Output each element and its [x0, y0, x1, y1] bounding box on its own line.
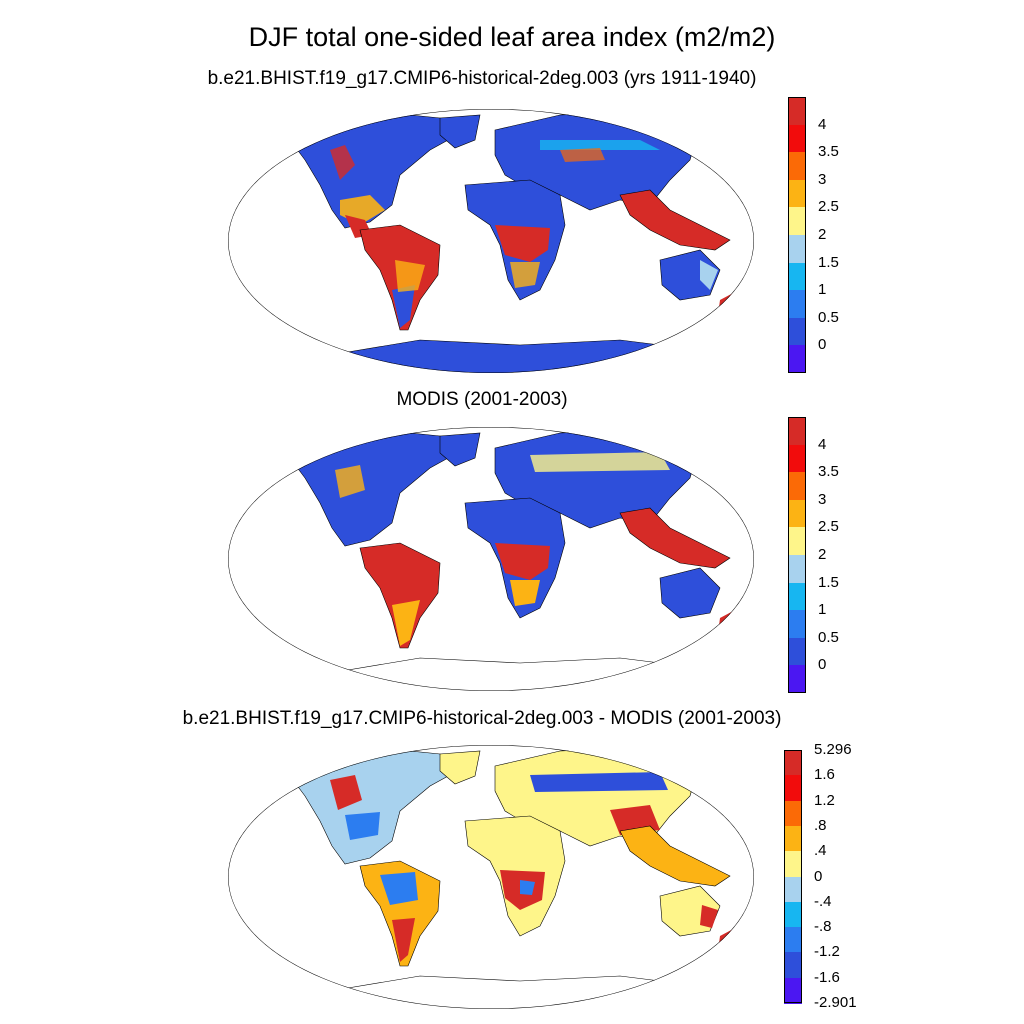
colorbar-swatch [788, 317, 806, 346]
colorbar-swatch [788, 345, 806, 374]
colorbar-tick-label: 1 [818, 601, 827, 619]
colorbar-swatch [788, 582, 806, 611]
colorbar-tick-label: 2 [818, 546, 827, 563]
colorbar-swatch [784, 952, 802, 979]
panel-2-title: MODIS (2001-2003) [396, 389, 568, 410]
colorbar-tick-label: 1.2 [814, 791, 835, 809]
colorbar-model: 4 3.5 3 2.5 2 1.5 1 0.5 0 [788, 97, 848, 374]
colorbar-tick-label: -.4 [814, 892, 832, 910]
colorbar-swatch [784, 927, 802, 954]
colorbar-swatch [784, 775, 802, 802]
colorbar-tick-label: 2.5 [818, 518, 839, 536]
colorbar-swatch [788, 444, 806, 473]
colorbar-tick-label: 2.5 [818, 198, 839, 216]
colorbar-swatch [788, 417, 806, 445]
colorbar-swatch [788, 207, 806, 236]
map-panel-model [228, 109, 754, 373]
colorbar-modis: 4 3.5 3 2.5 2 1.5 1 0.5 0 [788, 417, 848, 694]
colorbar-swatch [788, 555, 806, 583]
colorbar-tick-label: 4 [818, 435, 827, 453]
colorbar-swatch [784, 851, 802, 878]
colorbar-tick-label: -1.2 [814, 943, 840, 961]
colorbar-swatch [788, 610, 806, 639]
colorbar-swatch [788, 97, 806, 125]
panel-3-title: b.e21.BHIST.f19_g17.CMIP6-historical-2de… [182, 708, 782, 729]
colorbar-tick-label: 1.5 [818, 573, 839, 591]
colorbar-swatch [784, 750, 802, 776]
colorbar-tick-label: 5.296 [814, 741, 852, 758]
colorbar-tick-label: 1.5 [818, 253, 839, 271]
colorbar-tick-label: 1.6 [814, 766, 835, 784]
colorbar-swatch [784, 876, 802, 903]
colorbar-tick-label: 4 [818, 115, 827, 133]
colorbar-tick-label: 0.5 [818, 308, 839, 326]
colorbar-swatch [788, 637, 806, 666]
colorbar-swatch [784, 825, 802, 852]
colorbar-tick-label: 3.5 [818, 143, 839, 161]
colorbar-swatch [784, 800, 802, 827]
colorbar-tick-label: 0 [818, 656, 827, 674]
colorbar-tick-label: 3 [818, 170, 827, 188]
colorbar-tick-label: .8 [814, 816, 827, 834]
colorbar-tick-label: -2.901 [814, 994, 857, 1011]
map-panel-modis [228, 427, 754, 691]
colorbar-tick-label: 0 [818, 336, 827, 354]
colorbar-swatch [784, 901, 802, 928]
colorbar-swatch [784, 977, 802, 1004]
figure-title: DJF total one-sided leaf area index (m2/… [248, 22, 776, 52]
colorbar-swatch [788, 179, 806, 208]
colorbar-tick-label: .4 [814, 842, 827, 860]
colorbar-swatch [788, 262, 806, 291]
colorbar-difference: 5.296 1.6 1.2 .8 .4 0 -.4 -.8 -1.2 -1.6 -2.901 [784, 741, 857, 1011]
colorbar-swatch [788, 499, 806, 528]
map-panel-difference [228, 745, 754, 1009]
colorbar-tick-label: -.8 [814, 918, 832, 936]
australia [659, 249, 721, 301]
colorbar-swatch [788, 527, 806, 556]
colorbar-tick-label: 2 [818, 226, 827, 243]
panel-1-title: b.e21.BHIST.f19_g17.CMIP6-historical-2de… [207, 68, 757, 89]
greenland [439, 114, 481, 149]
colorbar-swatch [788, 152, 806, 181]
colorbar-swatch [788, 124, 806, 153]
colorbar-tick-label: 0.5 [818, 628, 839, 646]
colorbar-tick-label: 3 [818, 490, 827, 508]
colorbar-swatch [788, 235, 806, 263]
colorbar-tick-label: 3.5 [818, 463, 839, 481]
colorbar-swatch [788, 290, 806, 319]
colorbar-tick-label: 1 [818, 281, 827, 299]
colorbar-swatch [788, 665, 806, 694]
colorbar-tick-label: -1.6 [814, 968, 840, 986]
colorbar-tick-label: 0 [814, 867, 823, 885]
colorbar-swatch [788, 472, 806, 501]
